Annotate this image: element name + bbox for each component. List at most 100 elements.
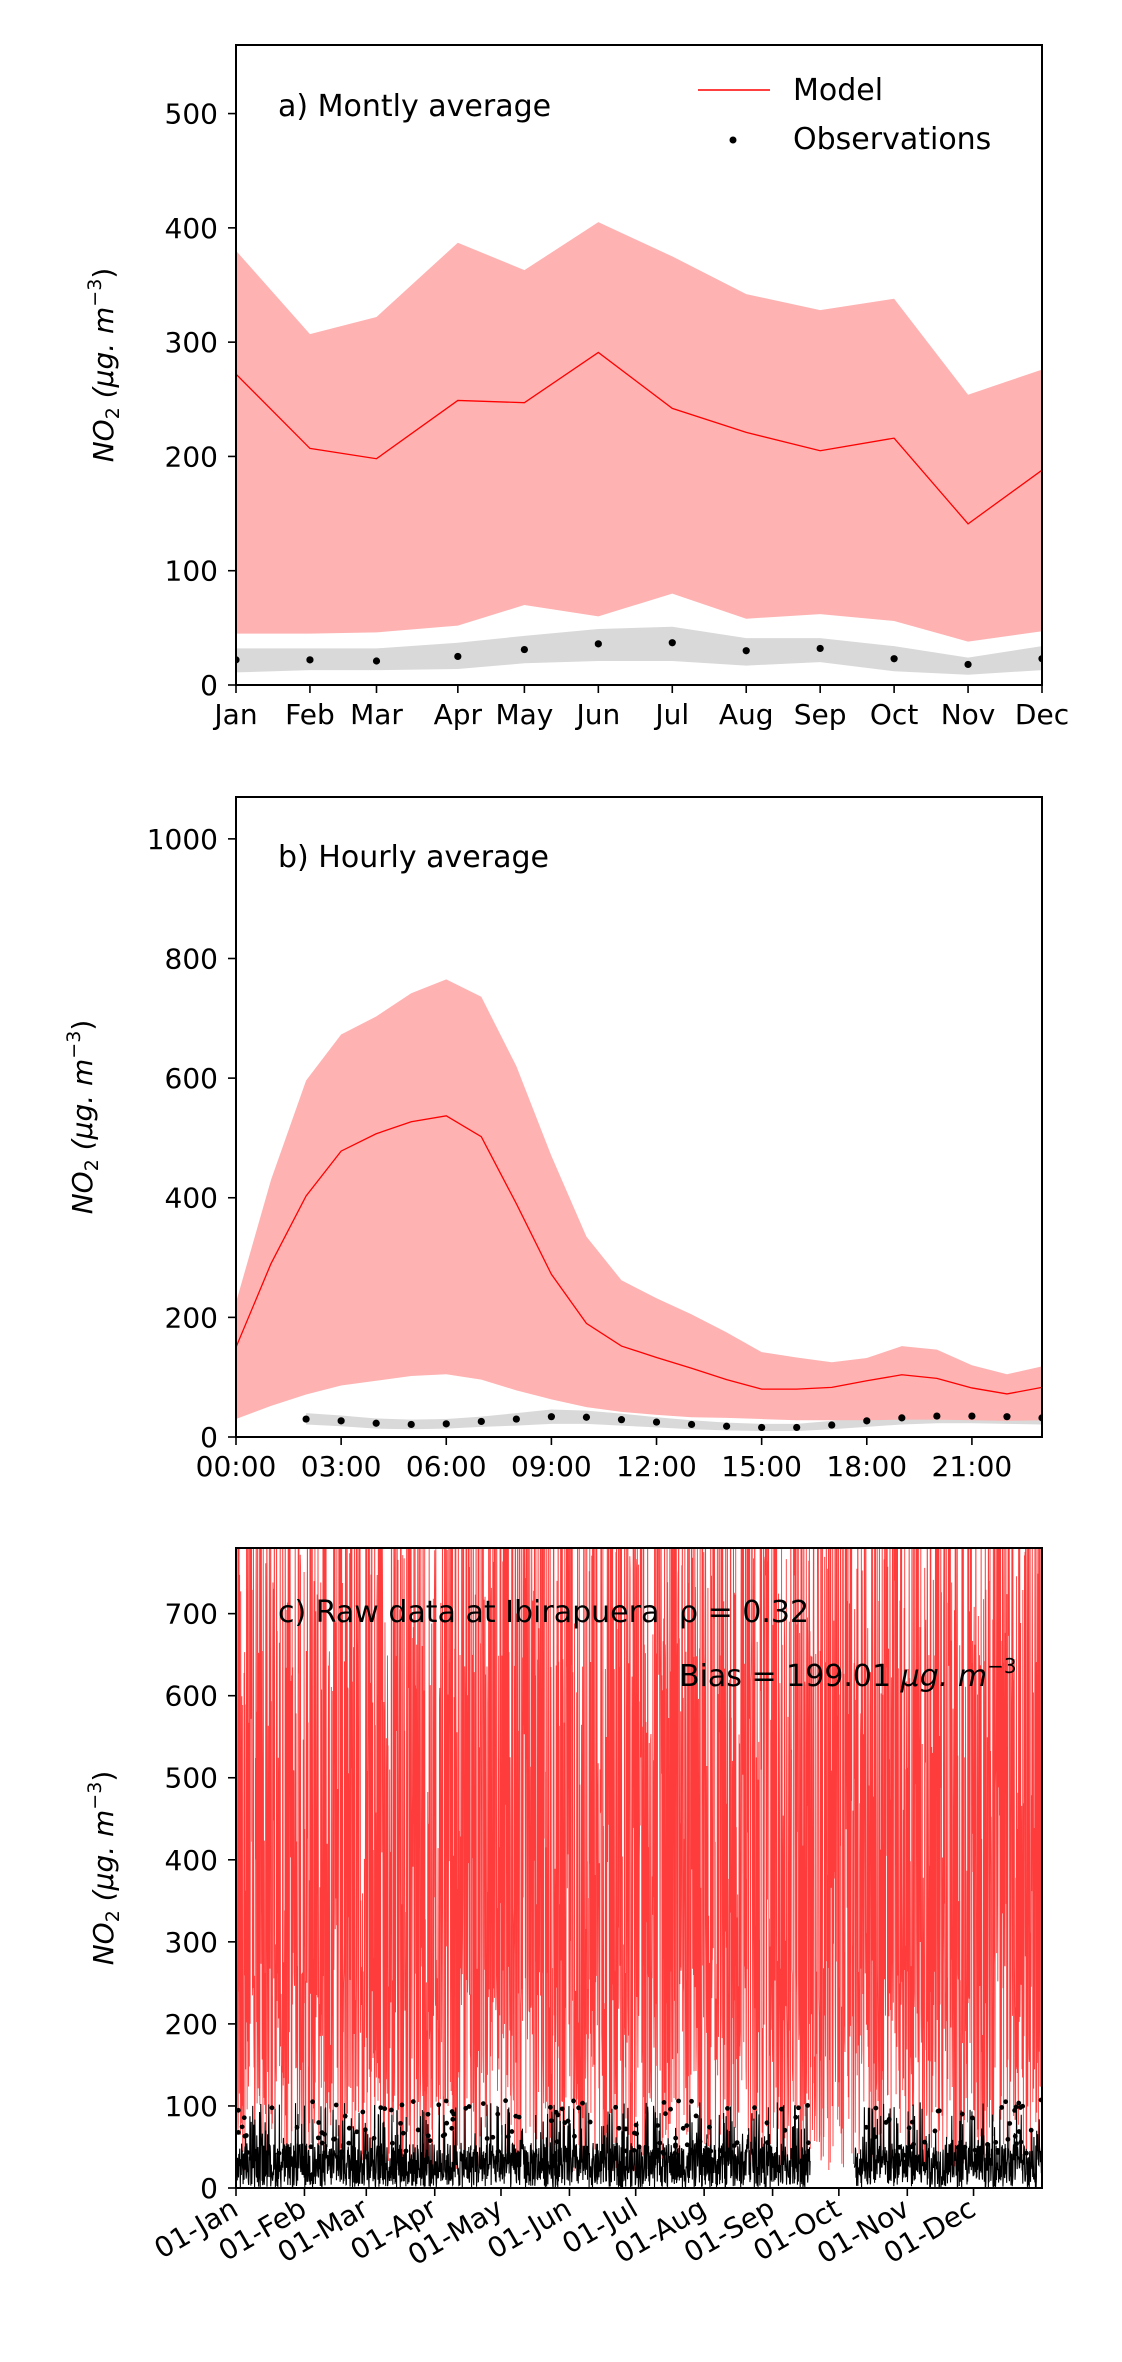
observation-point	[922, 2139, 928, 2145]
observation-point	[793, 2114, 799, 2120]
observation-point	[572, 2133, 577, 2139]
observation-point	[616, 2125, 622, 2131]
observation-point	[495, 2149, 501, 2154]
observation-point	[684, 2142, 690, 2148]
observation-point	[505, 2134, 511, 2140]
observation-point	[655, 2123, 660, 2128]
observation-point	[513, 2113, 519, 2119]
observation-point	[388, 2107, 394, 2113]
panel-monthly-average: 0 100 200 300 400 500 Jan Feb Mar Apr May Jun Jul Au…	[84, 44, 1069, 731]
panel-title: c) Raw data at Ibirapuera	[278, 1595, 659, 1630]
observation-point	[972, 2147, 978, 2153]
observation-point	[932, 2128, 938, 2134]
observation-point	[663, 2111, 668, 2117]
y-tick-label: 300	[165, 326, 218, 359]
y-axis-label: NO2 (μg. m−3)	[84, 268, 124, 463]
observation-point	[382, 2106, 388, 2112]
observation-point	[372, 657, 381, 665]
panel-raw-data: 0 100 200 300 400 500 600 700 01-Jan01-Feb01-Ma…	[84, 1547, 1043, 2272]
y-tick-label: 100	[165, 555, 218, 588]
model-line	[236, 351, 1042, 525]
observation-point	[512, 1415, 520, 1423]
observation-point	[322, 2131, 328, 2137]
observation-point	[503, 2098, 509, 2104]
observation-point	[955, 2145, 961, 2150]
observation-point	[652, 1418, 661, 1426]
observation-point	[342, 2113, 348, 2119]
observation-point	[805, 2140, 811, 2146]
observation-point	[339, 2149, 345, 2155]
x-tick-label: 12:00	[616, 1450, 697, 1483]
observation-point	[687, 1420, 696, 1429]
x-tick-label: Sep	[794, 698, 847, 731]
observation-point	[360, 2109, 366, 2115]
observation-point	[1007, 2121, 1013, 2126]
observation-point	[241, 2115, 247, 2121]
observation-point	[450, 2116, 456, 2122]
observation-point	[520, 645, 528, 654]
observation-point	[594, 640, 602, 648]
y-tick-label: 200	[165, 440, 218, 473]
y-axis-label: NO2 (μg. m−3)	[63, 1020, 103, 1215]
observation-point	[400, 2130, 406, 2136]
legend: Model Observations	[698, 73, 991, 157]
x-axis: 00:00 03:00 06:00 09:00 12:00 15:00 18:00 21:00	[196, 1437, 1013, 1483]
observation-point	[398, 2120, 403, 2126]
y-tick-label: 0	[200, 669, 218, 702]
observations-range-band	[306, 1408, 1042, 1432]
observation-point	[236, 2107, 241, 2113]
x-tick-label: 15:00	[721, 1450, 802, 1483]
observation-point	[676, 2098, 681, 2104]
observation-point	[443, 2098, 449, 2104]
observation-point	[316, 2120, 322, 2125]
observation-point	[407, 1420, 415, 1429]
observation-point	[872, 2134, 878, 2140]
x-tick-label: 00:00	[196, 1450, 277, 1483]
observation-point	[587, 2119, 593, 2125]
x-tick-label: 21:00	[932, 1450, 1013, 1483]
observation-point	[708, 2148, 714, 2154]
observation-point	[731, 2143, 737, 2149]
observations-range-band	[236, 626, 1042, 675]
observation-point	[565, 2118, 571, 2124]
observation-point	[346, 2140, 352, 2146]
observation-point	[995, 2147, 1001, 2153]
observation-point	[792, 2150, 797, 2155]
observation-point	[378, 2105, 384, 2111]
observation-point	[554, 2139, 560, 2145]
observation-point	[707, 2124, 712, 2130]
observation-point	[332, 2136, 338, 2142]
observation-point	[689, 2098, 694, 2104]
y-tick-label: 200	[165, 1301, 218, 1334]
observation-point	[490, 2134, 496, 2140]
observation-point	[911, 2141, 916, 2147]
x-tick-label: Jun	[574, 698, 620, 731]
observation-point	[964, 660, 972, 669]
observation-point	[1024, 2150, 1029, 2156]
legend-model-label: Model	[793, 73, 883, 108]
observation-point	[816, 644, 824, 653]
observation-point	[883, 2120, 889, 2125]
observation-point	[308, 2144, 314, 2150]
observation-point	[695, 2148, 701, 2154]
y-tick-label: 400	[165, 1182, 218, 1215]
observation-point	[399, 2102, 405, 2108]
observation-point	[548, 2104, 553, 2110]
observation-point	[901, 2152, 907, 2158]
observation-point	[1012, 2133, 1018, 2139]
x-tick-label: Apr	[434, 698, 483, 731]
observation-point	[389, 2140, 395, 2146]
observation-point	[495, 2111, 501, 2117]
observation-point	[1012, 2108, 1018, 2113]
observation-point	[315, 2135, 321, 2141]
observation-point	[442, 2132, 448, 2138]
x-tick-label: 09:00	[511, 1450, 592, 1483]
y-tick-label: 0	[200, 1421, 218, 1454]
plot-area	[236, 979, 1042, 1432]
observation-point	[466, 2104, 472, 2109]
bias-stat: Bias = 199.01 μg. m−3	[679, 1654, 1017, 1694]
observation-point	[936, 2108, 942, 2114]
y-tick-label: 400	[165, 1844, 218, 1877]
observation-point	[898, 1414, 906, 1422]
